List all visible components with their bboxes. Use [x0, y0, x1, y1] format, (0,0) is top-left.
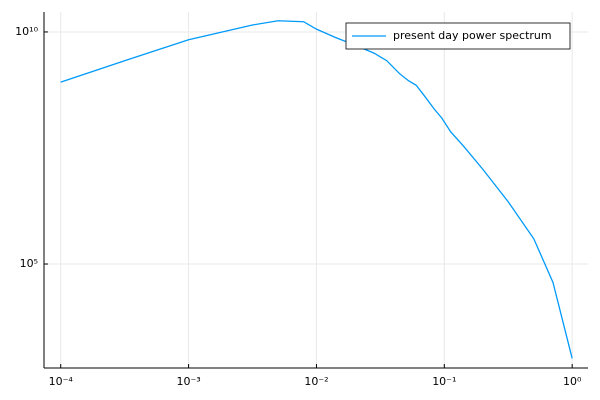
x-tick-label: 10⁻¹ — [432, 375, 456, 388]
y-tick-label: 10⁵ — [20, 257, 38, 270]
x-tick-label: 10⁻⁴ — [49, 375, 74, 388]
data-line — [60, 20, 573, 359]
x-tick-label: 10⁻³ — [176, 375, 200, 388]
legend-label: present day power spectrum — [393, 29, 552, 42]
x-tick-label: 10⁰ — [563, 375, 582, 388]
x-tick-label: 10⁻² — [304, 375, 328, 388]
y-tick-label: 10¹⁰ — [15, 25, 38, 38]
